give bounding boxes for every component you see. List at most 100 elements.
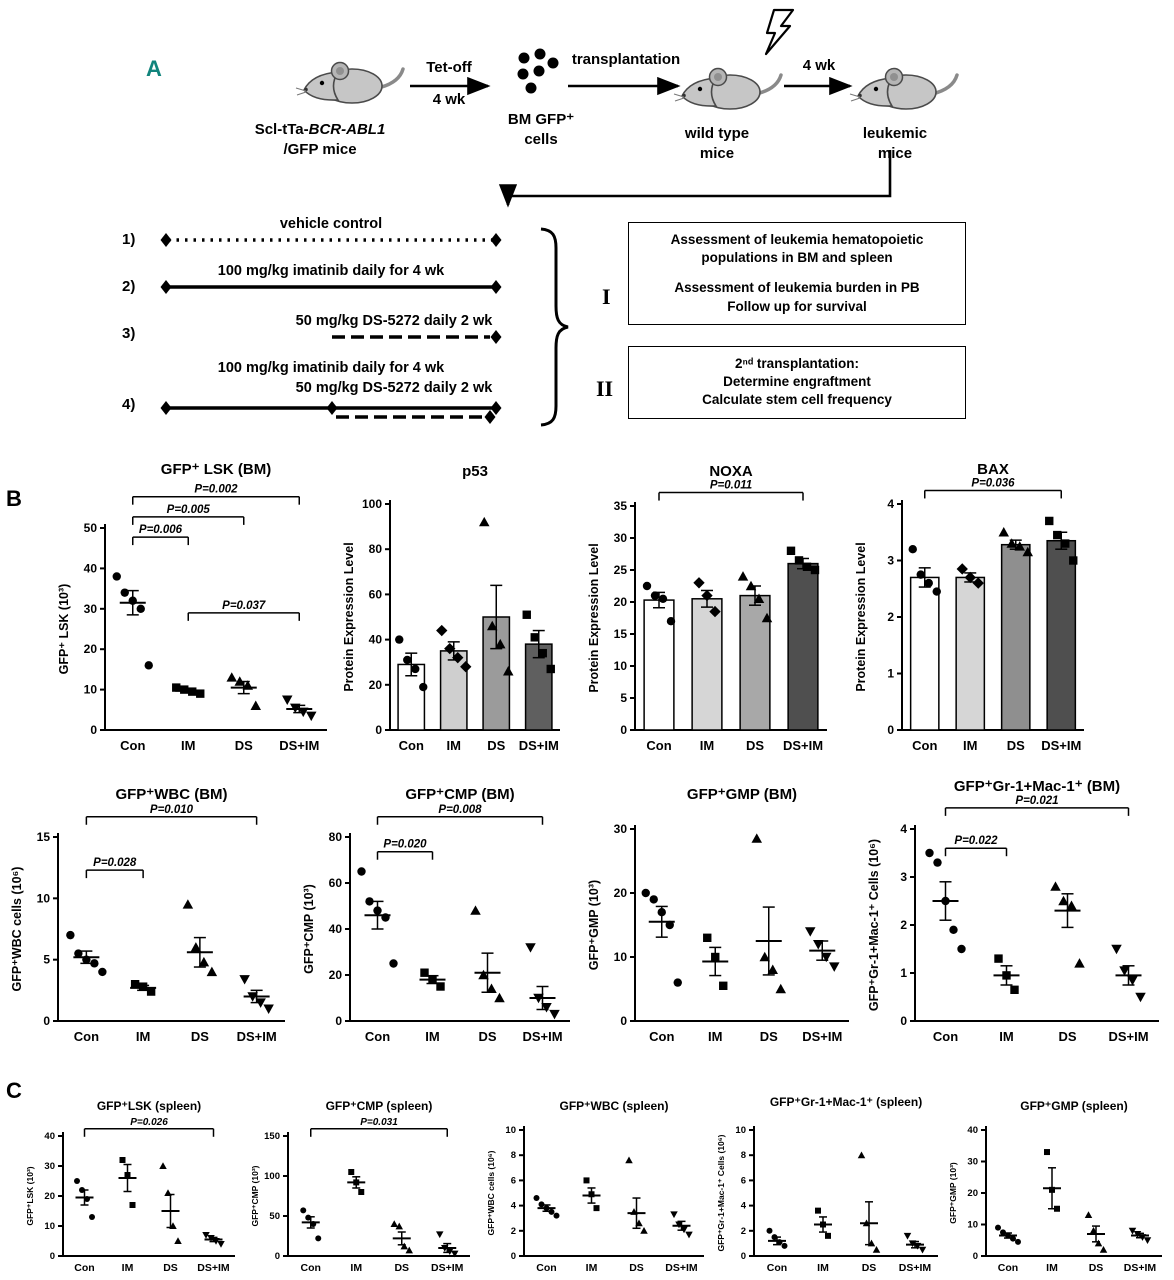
svg-text:0: 0	[275, 1251, 280, 1262]
experiment-schematic: Scl-tTa-BCR-ABL1 /GFP mice Tet-off 4 wk …	[0, 0, 1174, 450]
bm-cells-label-line1: BM GFP⁺	[507, 111, 575, 128]
svg-text:80: 80	[329, 830, 343, 844]
svg-text:DS+IM: DS+IM	[1108, 1029, 1148, 1044]
svg-text:0: 0	[900, 1014, 907, 1028]
svg-text:DS+IM: DS+IM	[522, 1029, 562, 1044]
svg-text:IM: IM	[181, 738, 195, 753]
svg-text:0: 0	[50, 1251, 55, 1262]
svg-text:4: 4	[741, 1201, 747, 1212]
svg-text:30: 30	[967, 1157, 978, 1168]
svg-text:Con: Con	[536, 1262, 556, 1274]
svg-text:DS: DS	[235, 738, 253, 753]
transplantation-label: transplantation	[571, 51, 681, 68]
chart-title: GFP⁺GMP (spleen)	[1020, 1099, 1127, 1113]
svg-text:Con: Con	[74, 1262, 94, 1274]
gfp-cmp-bm-svg: GFP⁺CMP (BM) GFP⁺CMP (10³) 0 20 40 60 80 Con IM D…	[302, 786, 570, 1044]
svg-text:DS+IM: DS+IM	[899, 1262, 932, 1274]
svg-text:40: 40	[329, 922, 343, 936]
svg-text:IM: IM	[586, 1262, 598, 1274]
svg-text:DS+IM: DS+IM	[1041, 738, 1081, 753]
arm1-start-diamond	[160, 233, 172, 247]
svg-text:0: 0	[887, 723, 894, 737]
svg-text:DS: DS	[478, 1029, 496, 1044]
svg-text:8: 8	[511, 1150, 516, 1161]
chart-gfp-gr1-mac1-spleen: GFP⁺Gr-1+Mac-1⁺ (spleen) GFP⁺Gr-1+Mac-1⁺ …	[716, 1094, 946, 1278]
svg-text:20: 20	[329, 968, 343, 982]
arm1-label: vehicle control	[279, 216, 383, 232]
chart-gfp-gmp-spleen: GFP⁺GMP (spleen) GFP⁺GMP (10³) 0 10 20 30 40 Co…	[948, 1098, 1170, 1278]
grouping-brace	[540, 227, 569, 427]
svg-text:DS+IM: DS+IM	[279, 738, 319, 753]
svg-text:50: 50	[84, 521, 98, 535]
svg-text:100: 100	[362, 497, 382, 511]
chart-title: GFP⁺LSK (spleen)	[97, 1099, 201, 1113]
svg-text:Con: Con	[933, 1029, 958, 1044]
svg-text:0: 0	[511, 1251, 516, 1262]
schematic-graphics	[160, 8, 959, 427]
svg-text:10: 10	[84, 683, 98, 697]
svg-text:10: 10	[37, 891, 51, 905]
noxa-svg: NOXA Protein Expression Level 0 5 10 15 20 25 30…	[587, 463, 827, 753]
wild-type-label-line2: mice	[699, 145, 735, 162]
svg-text:Con: Con	[120, 738, 145, 753]
svg-text:0: 0	[90, 723, 97, 737]
panel-c-label: C	[6, 1078, 22, 1103]
svg-text:DS+IM: DS+IM	[431, 1262, 464, 1274]
p-value-label: P=0.011	[710, 480, 752, 492]
transplantation-box-line1: 2ⁿᵈ transplantation:	[735, 356, 859, 371]
svg-text:Con: Con	[767, 1262, 787, 1274]
svg-text:15: 15	[37, 830, 51, 844]
svg-text:Con: Con	[365, 1029, 390, 1044]
svg-text:15: 15	[614, 627, 628, 641]
y-axis-label: GFP⁺CMP (10³)	[250, 1165, 260, 1226]
svg-text:25: 25	[614, 563, 628, 577]
arm1-number: 1)	[122, 231, 136, 248]
svg-text:Con: Con	[649, 1029, 674, 1044]
four-week-label: 4 wk	[802, 57, 836, 74]
chart-gfp-wbc-bm: GFP⁺WBC (BM) GFP⁺WBC cells (10⁶) 0 5 10 15 Con…	[8, 783, 293, 1051]
svg-text:0: 0	[620, 1014, 627, 1028]
svg-text:20: 20	[84, 642, 98, 656]
timeline-connector-arrow	[498, 150, 892, 208]
svg-text:DS+IM: DS+IM	[665, 1262, 698, 1274]
gfp-lsk-bm-svg: GFP⁺ LSK (BM) GFP⁺ LSK (10³) 0 10 20 30 40 50 Co…	[57, 461, 327, 753]
lightning-bolt-icon	[764, 8, 795, 56]
svg-text:DS+IM: DS+IM	[197, 1262, 230, 1274]
svg-text:DS: DS	[746, 738, 764, 753]
gfp-gr1-mac1-bm-svg: GFP⁺Gr-1+Mac-1⁺ (BM) GFP⁺Gr-1+Mac-1⁺ Cell…	[867, 778, 1159, 1044]
svg-text:4: 4	[900, 822, 907, 836]
svg-text:IM: IM	[708, 1029, 722, 1044]
svg-text:0: 0	[973, 1251, 978, 1262]
svg-text:30: 30	[614, 822, 628, 836]
chart-gfp-cmp-spleen: GFP⁺CMP (spleen) GFP⁺CMP (10³) 0 50 100 150 Co…	[250, 1098, 478, 1278]
scl-tta-mouse-icon	[294, 60, 405, 105]
y-axis-label: GFP⁺GMP (10³)	[587, 880, 601, 970]
arm3-number: 3)	[122, 325, 136, 342]
svg-text:30: 30	[614, 531, 628, 545]
svg-text:100: 100	[264, 1171, 280, 1182]
svg-text:10: 10	[44, 1221, 55, 1232]
assessment-box-line3: Follow up for survival	[727, 298, 867, 314]
svg-text:DS: DS	[760, 1029, 778, 1044]
svg-text:20: 20	[614, 886, 628, 900]
svg-text:30: 30	[44, 1161, 55, 1172]
arm4-start-diamond	[160, 401, 172, 415]
chart-gfp-wbc-spleen: GFP⁺WBC (spleen) GFP⁺WBC cells (10⁶) 0 2 4 6 8…	[486, 1098, 712, 1278]
svg-text:IM: IM	[447, 738, 461, 753]
gfp-wbc-bm-svg: GFP⁺WBC (BM) GFP⁺WBC cells (10⁶) 0 5 10 15 Con…	[10, 786, 285, 1044]
arm2-number: 2)	[122, 278, 136, 295]
svg-text:DS+IM: DS+IM	[802, 1029, 842, 1044]
arm4-mid-diamond	[326, 401, 338, 415]
bm-cells-icon	[517, 48, 559, 94]
p-value-label: P=0.036	[971, 477, 1015, 489]
arm2-end-diamond	[490, 280, 502, 294]
arm2-label: 100 mg/kg imatinib daily for 4 wk	[217, 263, 445, 279]
svg-text:Con: Con	[301, 1262, 321, 1274]
svg-text:IM: IM	[963, 738, 977, 753]
svg-text:DS+IM: DS+IM	[237, 1029, 277, 1044]
gfp-gmp-spleen-svg: GFP⁺GMP (spleen) GFP⁺GMP (10³) 0 10 20 30 40 Co…	[948, 1099, 1162, 1274]
svg-text:Con: Con	[646, 738, 671, 753]
arm4-label-line1: 100 mg/kg imatinib daily for 4 wk	[217, 360, 445, 376]
p-value-label: P=0.021	[1015, 795, 1058, 807]
group-numeral-1: I	[602, 284, 611, 309]
